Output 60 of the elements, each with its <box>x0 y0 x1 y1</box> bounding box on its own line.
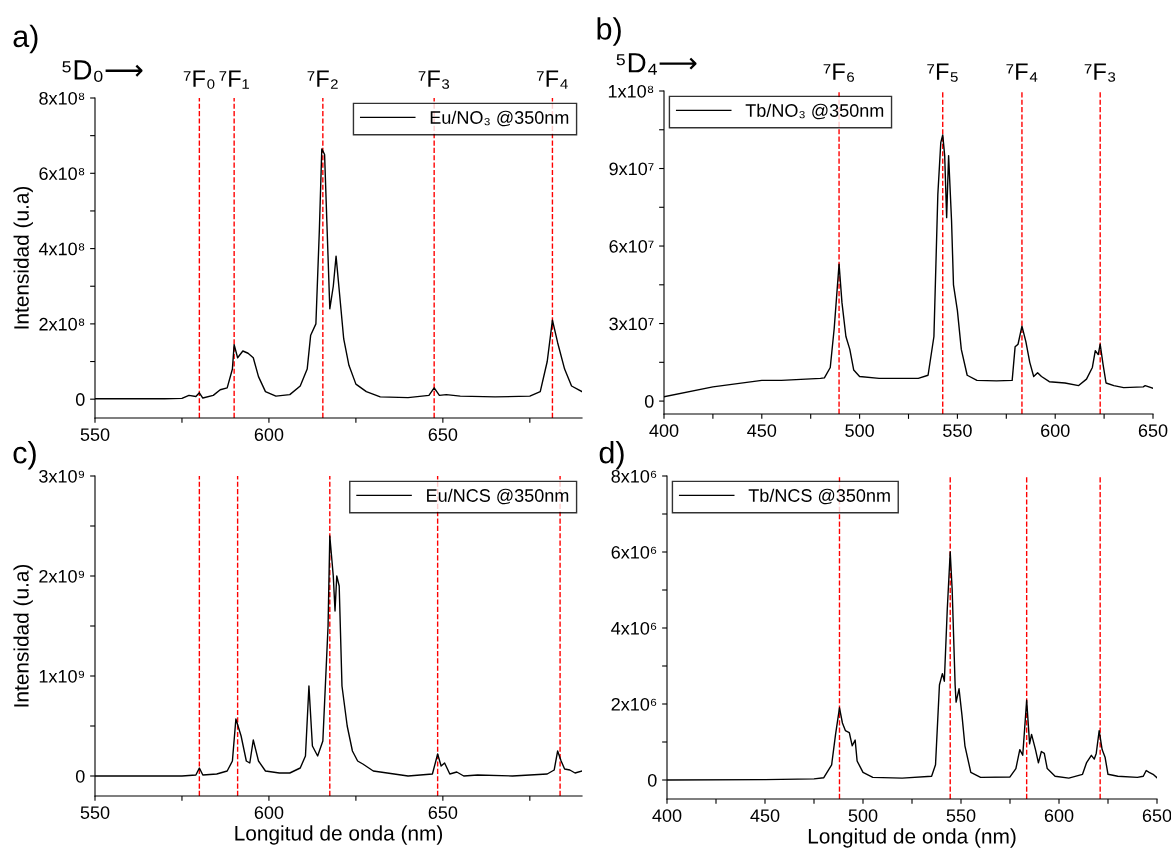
y-tick-label: 9x10⁷ <box>609 162 654 176</box>
y-tick-label: 0 <box>75 393 85 406</box>
y-tick-label: 0 <box>647 773 657 787</box>
x-tick-label: 550 <box>946 809 976 822</box>
x-tick-label: 500 <box>845 424 874 437</box>
x-tick-label: 550 <box>943 424 972 437</box>
ref-line-label: ⁷F₄ <box>536 70 568 89</box>
y-axis-title: Intensidad (u.a) <box>13 186 33 329</box>
y-tick-label: 1x10⁸ <box>608 84 654 98</box>
chart-title: d) <box>599 441 624 470</box>
x-tick-label: 550 <box>80 428 110 441</box>
y-tick-label: 1x10⁹ <box>39 669 85 683</box>
x-tick-label: 400 <box>652 809 682 822</box>
x-axis-title: Longitud de onda (nm) <box>808 828 1016 848</box>
ref-line-label: ⁷F₂ <box>307 70 338 89</box>
ref-line-label: ⁷F₃ <box>1084 63 1116 82</box>
y-tick-label: 6x10⁷ <box>609 239 654 253</box>
ref-line-label: ⁷F₁ <box>219 70 249 89</box>
ref-line-label: ⁷F₃ <box>418 70 450 89</box>
x-tick-label: 650 <box>428 806 458 819</box>
x-tick-label: 400 <box>649 424 679 437</box>
x-tick-label: 600 <box>254 428 284 441</box>
x-tick-label: 550 <box>80 806 110 819</box>
y-tick-label: 6x10⁶ <box>611 545 657 559</box>
ref-line-label: ⁷F₆ <box>823 63 855 82</box>
y-tick-label: 3x10⁷ <box>609 317 654 331</box>
y-tick-label: 2x10⁹ <box>39 569 85 583</box>
text: ⁵D₄⟶ <box>616 53 697 75</box>
y-tick-label: 3x10⁹ <box>39 469 85 483</box>
chart-title: c) <box>13 441 36 470</box>
x-tick-label: 650 <box>1142 809 1171 822</box>
x-tick-label: 600 <box>1044 809 1074 822</box>
x-tick-label: 600 <box>254 806 284 819</box>
x-tick-label: 500 <box>848 809 878 822</box>
y-tick-label: 0 <box>644 395 654 408</box>
y-tick-label: 6x10⁸ <box>39 167 85 181</box>
x-tick-label: 650 <box>1138 424 1168 437</box>
y-tick-label: 8x10⁸ <box>39 91 85 105</box>
legend-label: Eu/NO₃ @350nm <box>430 110 569 127</box>
legend-label: Tb/NCS @350nm <box>748 488 890 505</box>
legend-label: Eu/NCS @350nm <box>427 488 569 505</box>
chart-title: a) <box>13 24 38 54</box>
ref-line-label: ⁷F₀ <box>183 70 215 89</box>
x-tick-label: 600 <box>1041 424 1070 437</box>
ref-line-label: ⁷F₅ <box>927 63 958 82</box>
y-tick-label: 0 <box>75 769 85 783</box>
y-tick-label: 8x10⁶ <box>611 469 657 483</box>
y-axis-title: Intensidad (u.a) <box>13 564 33 707</box>
legend-label: Tb/NO₃ @350nm <box>745 103 884 120</box>
ref-line-label: ⁷F₄ <box>1006 63 1038 82</box>
x-tick-label: 450 <box>747 424 777 437</box>
y-tick-label: 2x10⁸ <box>39 317 85 331</box>
y-tick-label: 2x10⁶ <box>611 697 657 711</box>
text: ⁵D₀⟶ <box>62 60 143 82</box>
y-tick-label: 4x10⁶ <box>611 621 657 635</box>
chart-title: b) <box>597 17 621 46</box>
y-tick-label: 4x10⁸ <box>38 242 85 256</box>
x-tick-label: 450 <box>750 809 780 822</box>
x-tick-label: 650 <box>428 428 458 441</box>
x-axis-title: Longitud de onda (nm) <box>235 825 443 845</box>
